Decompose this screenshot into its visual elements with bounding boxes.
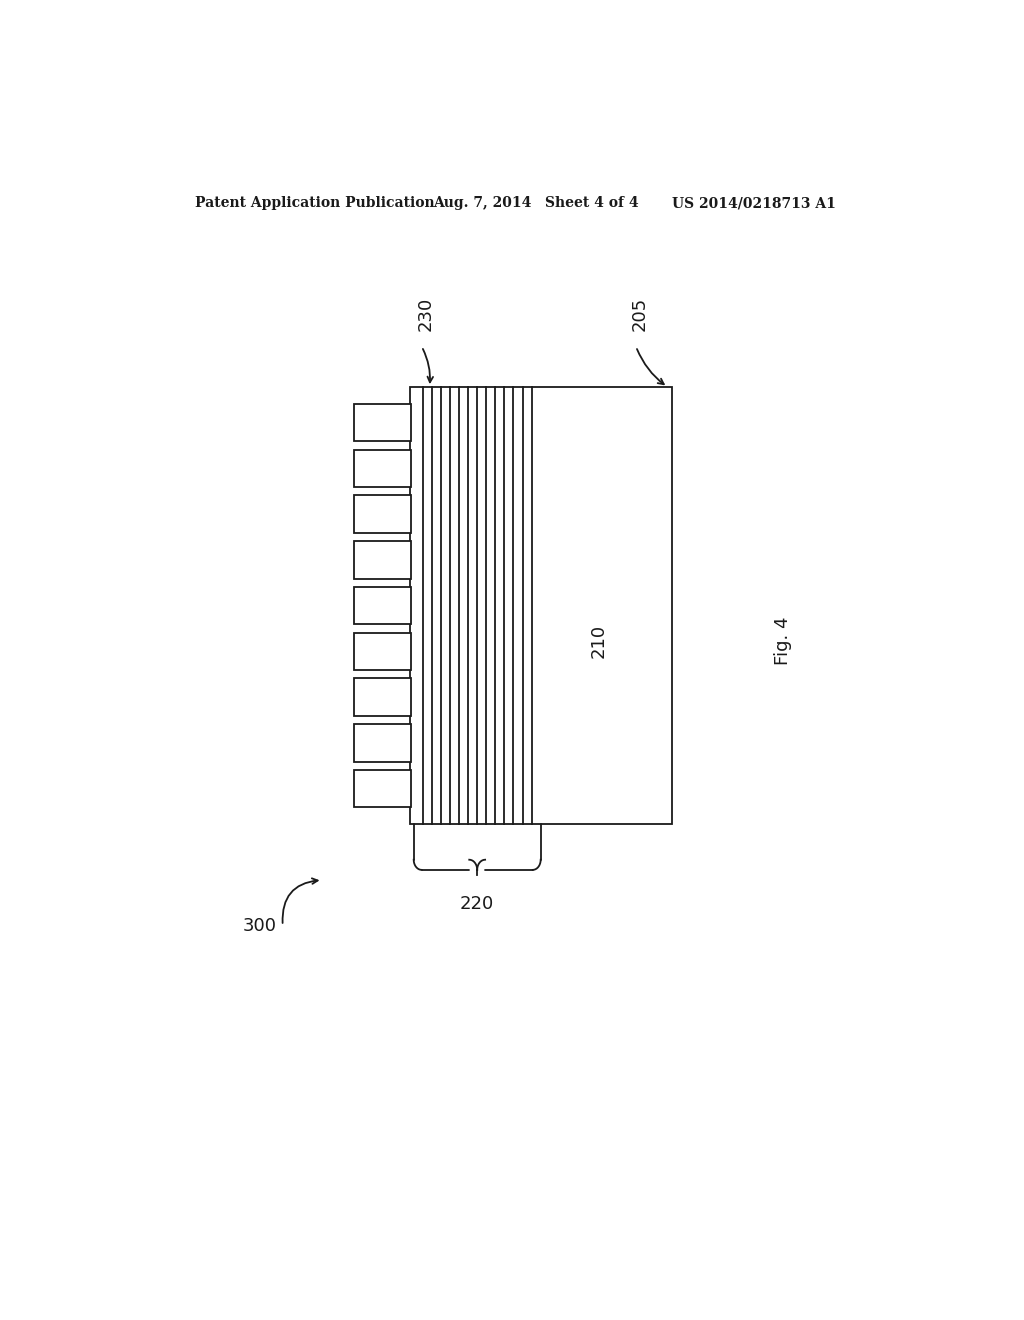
Bar <box>354 725 412 762</box>
Text: US 2014/0218713 A1: US 2014/0218713 A1 <box>672 195 836 210</box>
Bar <box>354 587 412 624</box>
Bar <box>354 404 412 441</box>
Bar <box>354 770 412 808</box>
Text: 220: 220 <box>460 895 495 913</box>
Text: 300: 300 <box>243 917 278 935</box>
Text: 205: 205 <box>631 297 649 331</box>
Bar <box>354 541 412 578</box>
Text: Fig. 4: Fig. 4 <box>774 616 792 665</box>
Text: Patent Application Publication: Patent Application Publication <box>196 195 435 210</box>
Text: 210: 210 <box>589 623 607 657</box>
Bar <box>354 495 412 533</box>
Text: Sheet 4 of 4: Sheet 4 of 4 <box>545 195 638 210</box>
Bar <box>354 450 412 487</box>
Text: 230: 230 <box>417 297 434 331</box>
Bar <box>354 678 412 715</box>
Text: Aug. 7, 2014: Aug. 7, 2014 <box>433 195 531 210</box>
Bar <box>354 632 412 671</box>
Bar <box>410 387 672 824</box>
